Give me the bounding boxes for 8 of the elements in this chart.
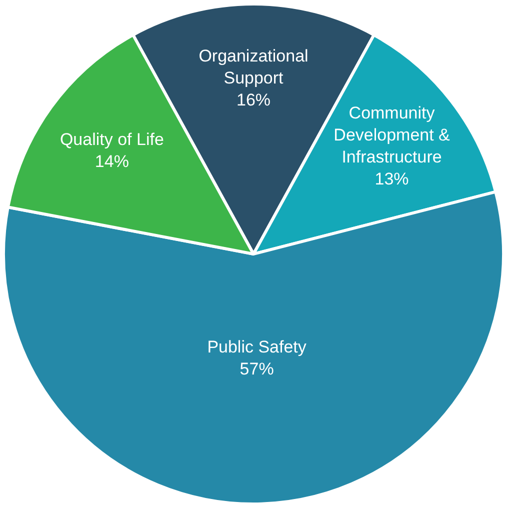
slice-label: Organizational Support [198,46,308,88]
slice-label: Community Development & Infrastructure [334,103,451,166]
slice-label: Quality of Life [60,130,164,149]
slice-label: Public Safety [207,338,307,357]
data-label: 57% [240,360,274,379]
data-label: 16% [236,90,271,110]
data-label: 13% [374,169,409,188]
data-label: 14% [94,152,129,171]
